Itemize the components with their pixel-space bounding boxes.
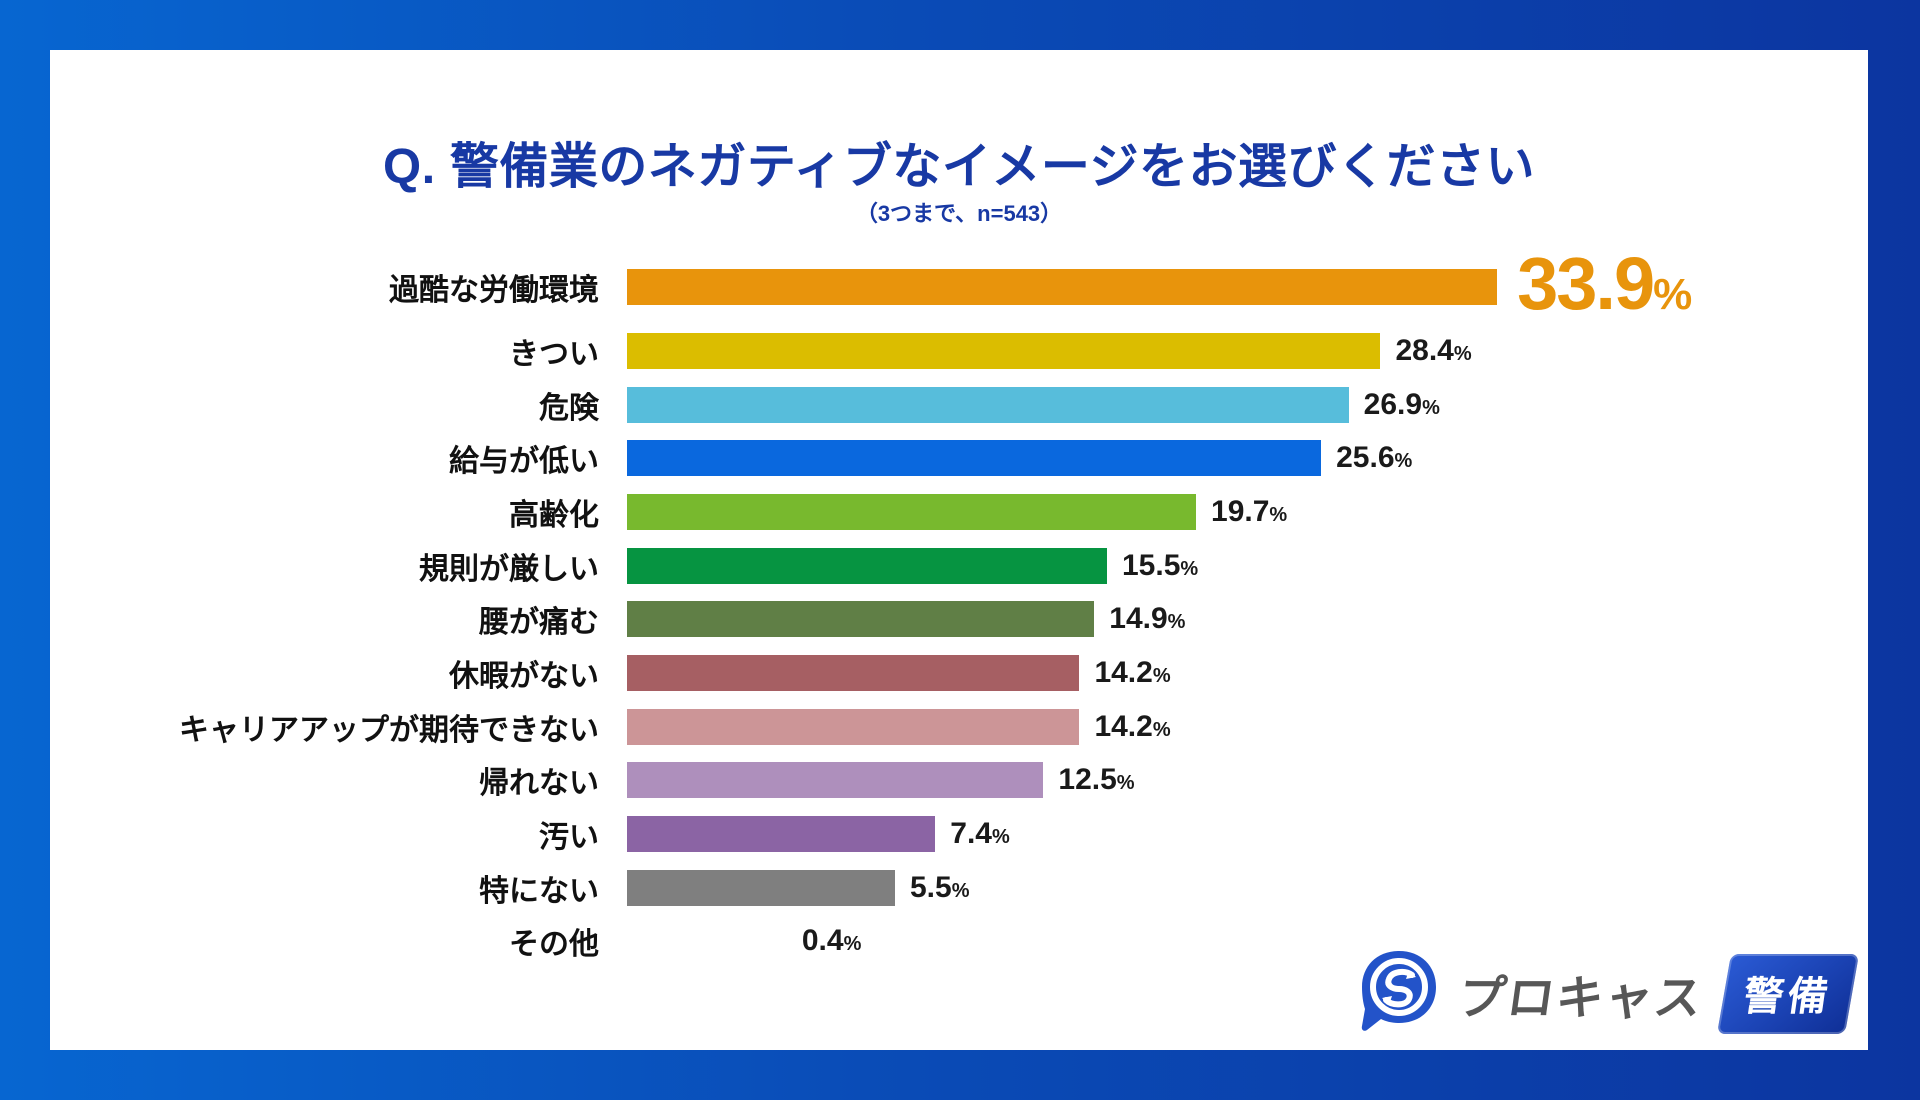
bar — [627, 762, 1044, 799]
bar — [627, 493, 1197, 530]
bar-chart: 過酷な労働環境 33.9% きつい 28.4% 危険 26.9% 給与が低い 25.6% 高齢化… — [50, 247, 1868, 968]
bar — [627, 601, 1095, 638]
value-unit: % — [1653, 270, 1693, 319]
value-unit: % — [1167, 611, 1186, 634]
value-label: 12.5% — [1058, 765, 1134, 795]
value-number: 12.5 — [1058, 763, 1117, 797]
procas-s-speech-bubble-icon — [1359, 949, 1439, 1038]
logo-badge-label: 警備 — [1740, 974, 1835, 1019]
bar-zone: 5.5% — [627, 861, 1868, 915]
logo-text: プロキャス — [1454, 971, 1708, 1024]
value-unit: % — [991, 825, 1010, 848]
category-label: 腰が痛む — [479, 606, 599, 640]
category-label: 過酷な労働環境 — [389, 274, 599, 307]
value-number: 25.6 — [1336, 441, 1395, 475]
chart-row: キャリアアップが期待できない 14.2% — [50, 700, 1868, 754]
value-label: 14.2% — [1094, 709, 1171, 743]
chart-row: 給与が低い 25.6% — [50, 431, 1868, 485]
bar — [627, 815, 936, 852]
bar-zone: 19.7% — [627, 485, 1868, 539]
bar-zone: 0.4% — [627, 914, 1868, 968]
value-unit: % — [1422, 396, 1440, 419]
chart-row: 帰れない 12.5% — [50, 753, 1868, 807]
value-number: 7.4 — [950, 816, 992, 850]
category-label: 帰れない — [479, 767, 599, 801]
bar-zone: 26.9% — [627, 378, 1868, 432]
chart-subtitle: （3つまで、n=543） — [855, 201, 1063, 226]
value-number: 26.9 — [1363, 387, 1423, 421]
chart-title: Q. 警備業のネガティブなイメージをお選びください — [383, 139, 1535, 194]
category-label: 特にない — [479, 874, 599, 908]
value-label: 0.4% — [802, 926, 862, 956]
content-card: Q. 警備業のネガティブなイメージをお選びください （3つまで、n=543） 過… — [50, 50, 1868, 1050]
value-label: 7.4% — [950, 816, 1010, 850]
bar-zone: 33.9% — [627, 247, 1868, 324]
chart-row: 特にない 5.5% — [50, 861, 1868, 915]
category-label: 休暇がない — [449, 659, 599, 693]
category-label: その他 — [509, 928, 599, 962]
value-unit: % — [843, 933, 862, 956]
chart-row: きつい 28.4% — [50, 324, 1868, 378]
value-unit: % — [1180, 557, 1199, 580]
bar — [627, 269, 1498, 305]
chart-row: 危険 26.9% — [50, 378, 1868, 432]
value-label: 19.7% — [1211, 494, 1288, 528]
category-label: 危険 — [539, 391, 599, 425]
chart-row: 汚い 7.4% — [50, 807, 1868, 861]
value-label: 14.2% — [1094, 655, 1171, 689]
value-number: 15.5 — [1122, 548, 1181, 582]
value-unit: % — [1269, 503, 1288, 526]
value-number: 19.7 — [1211, 494, 1270, 528]
value-unit: % — [1152, 718, 1171, 741]
value-number: 33.9 — [1517, 242, 1655, 325]
logo-badge: 警備 — [1716, 953, 1860, 1034]
chart-row: その他 0.4% — [50, 914, 1868, 968]
bar-zone: 15.5% — [627, 539, 1868, 593]
bar — [627, 332, 1381, 369]
bar — [627, 654, 1080, 691]
category-label: 給与が低い — [449, 445, 599, 479]
chart-row: 高齢化 19.7% — [50, 485, 1868, 539]
bar — [627, 547, 1107, 584]
value-label: 5.5% — [910, 870, 970, 904]
category-label: きつい — [509, 337, 599, 371]
category-label: 規則が厳しい — [419, 552, 599, 586]
chart-row: 規則が厳しい 15.5% — [50, 539, 1868, 593]
chart-row: 休暇がない 14.2% — [50, 646, 1868, 700]
value-number: 14.2 — [1094, 655, 1153, 689]
value-unit: % — [1116, 772, 1135, 795]
value-label: 28.4% — [1395, 333, 1472, 367]
category-label: キャリアアップが期待できない — [179, 713, 599, 747]
procas-logo: プロキャス 警備 — [1359, 949, 1860, 1038]
value-label: 26.9% — [1363, 387, 1440, 421]
bar-zone: 12.5% — [627, 753, 1868, 807]
bar-zone: 28.4% — [627, 324, 1868, 378]
category-label: 高齢化 — [509, 498, 599, 532]
bar — [627, 708, 1080, 745]
value-number: 5.5 — [910, 870, 952, 904]
bar — [627, 869, 895, 906]
bar-zone: 7.4% — [627, 807, 1868, 861]
category-label: 汚い — [539, 820, 599, 854]
value-unit: % — [951, 879, 970, 902]
value-number: 14.2 — [1094, 709, 1153, 743]
value-number: 28.4 — [1395, 333, 1454, 367]
value-unit: % — [1453, 342, 1472, 365]
value-number: 14.9 — [1109, 602, 1168, 636]
value-number: 0.4 — [801, 924, 844, 958]
bar-zone: 25.6% — [627, 431, 1868, 485]
bar-zone: 14.9% — [627, 592, 1868, 646]
value-label: 15.5% — [1122, 548, 1199, 582]
bar-zone: 14.2% — [627, 646, 1868, 700]
value-label: 14.9% — [1109, 604, 1185, 634]
bar — [627, 440, 1322, 477]
chart-row: 過酷な労働環境 33.9% — [50, 247, 1868, 324]
value-label: 25.6% — [1336, 443, 1412, 473]
bar-zone: 14.2% — [627, 700, 1868, 754]
value-unit: % — [1394, 450, 1413, 473]
value-label: 33.9% — [1517, 247, 1692, 321]
chart-row: 腰が痛む 14.9% — [50, 592, 1868, 646]
value-unit: % — [1152, 664, 1171, 687]
bar — [627, 386, 1349, 423]
